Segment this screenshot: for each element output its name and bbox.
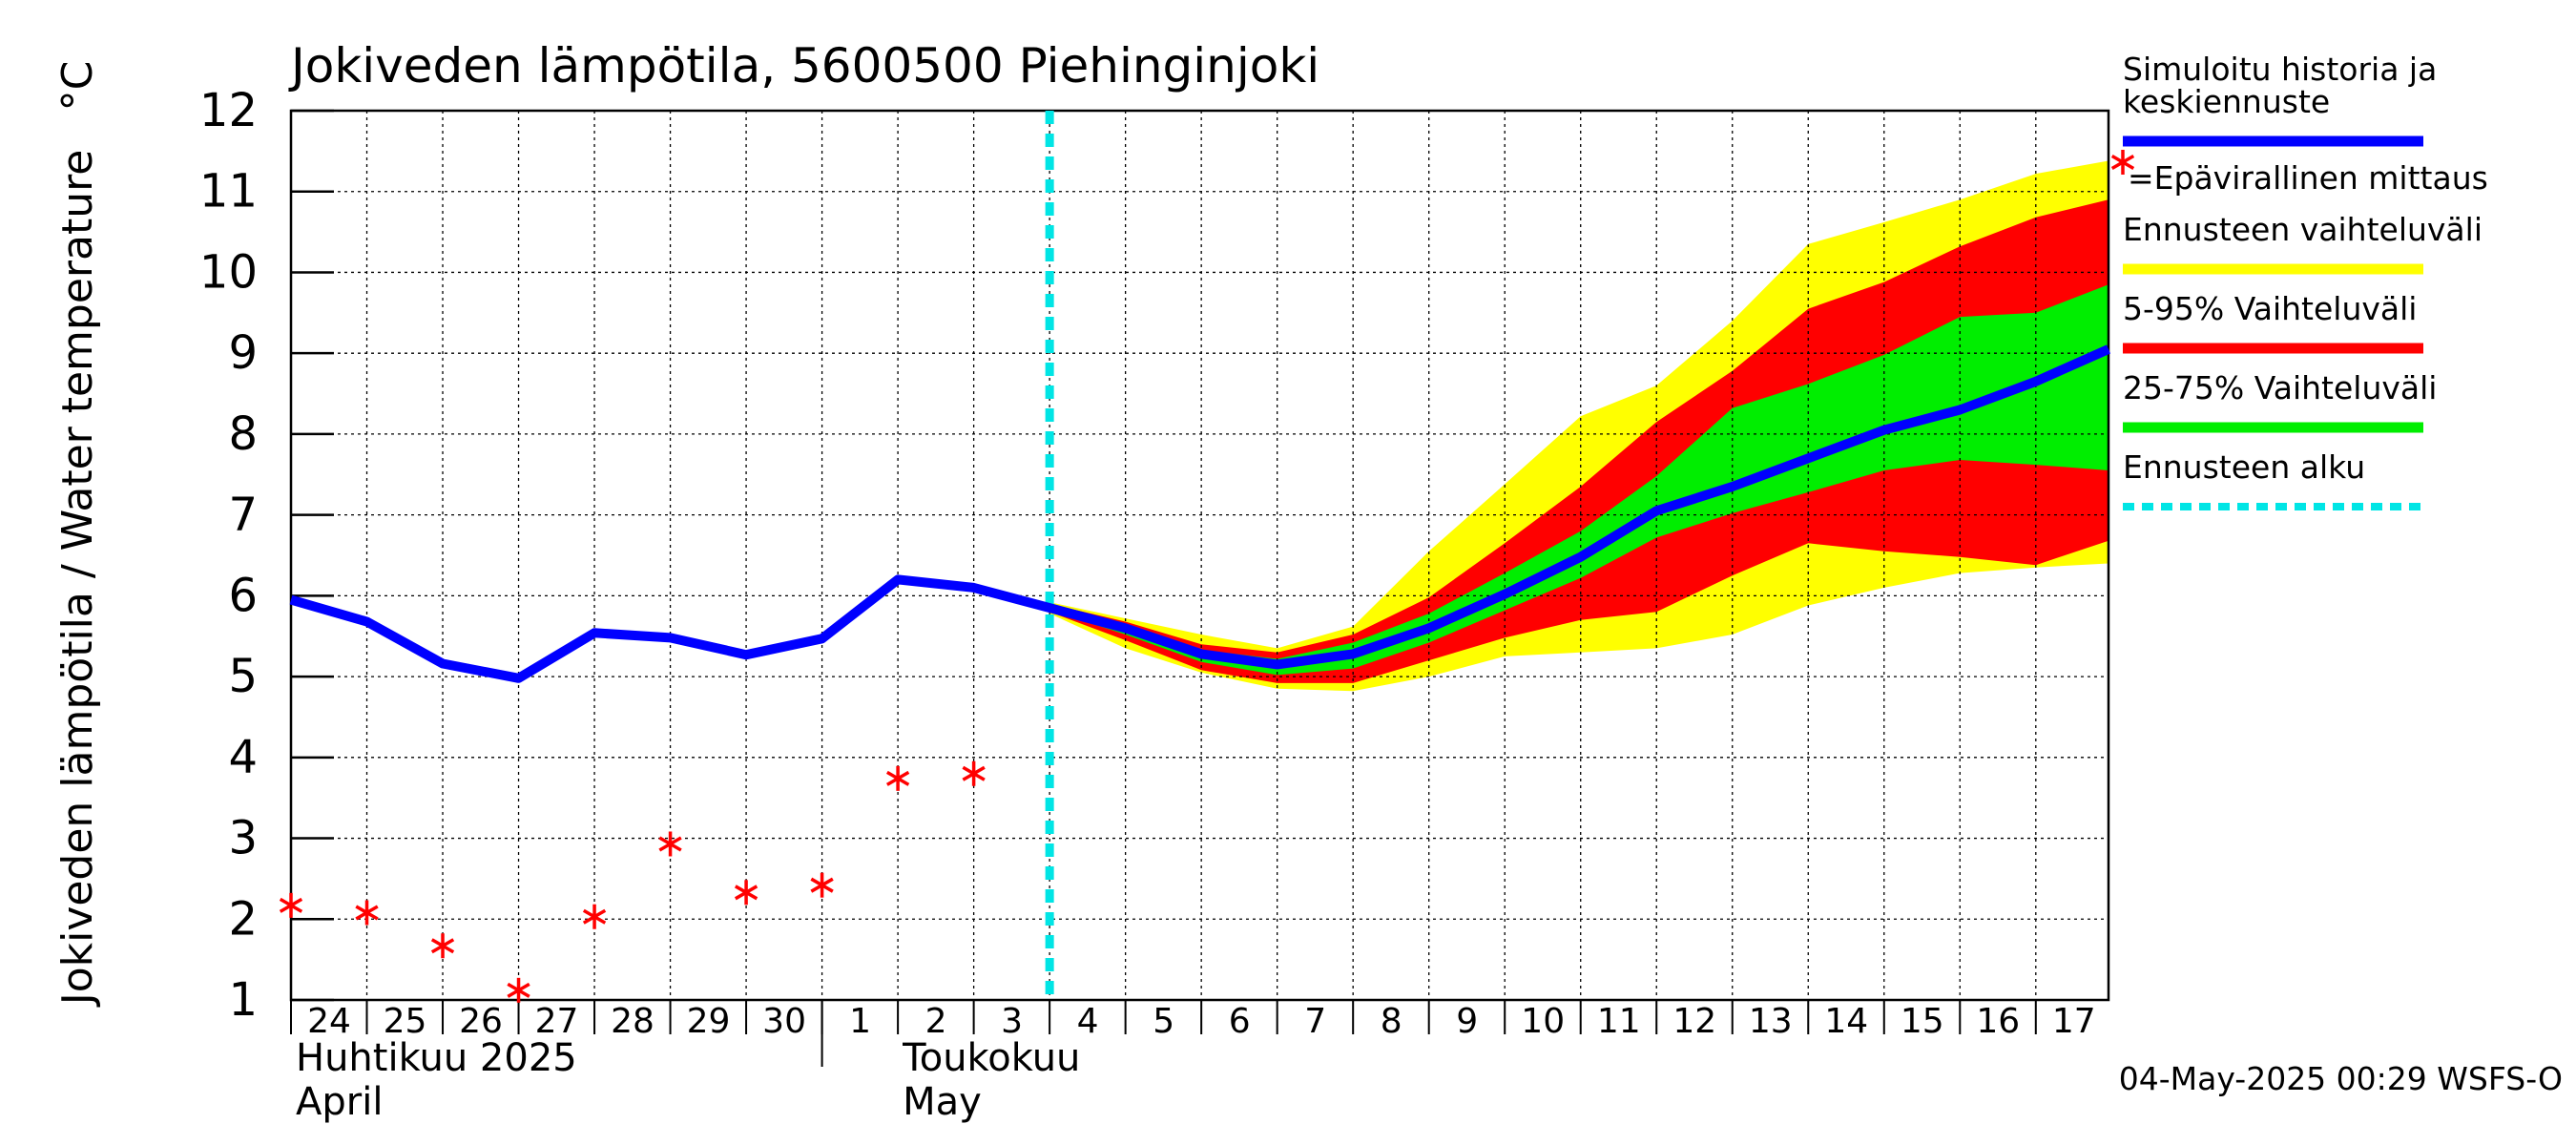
x-tick-label: 14	[1824, 1002, 1868, 1041]
marker-stroke	[582, 908, 607, 925]
x-tick-label: 10	[1521, 1002, 1565, 1041]
marker-stroke	[885, 770, 910, 786]
x-tick-label: 3	[1001, 1002, 1023, 1041]
month-label-fi: Huhtikuu 2025	[296, 1036, 577, 1080]
marker-stroke	[430, 938, 455, 954]
y-tick-label: 2	[228, 892, 258, 946]
marker-stroke	[355, 905, 379, 921]
month-label-fi: Toukokuu	[902, 1036, 1080, 1080]
y-tick-label: 1	[228, 973, 258, 1027]
measurement-point	[582, 904, 607, 929]
x-tick-label: 4	[1077, 1002, 1099, 1041]
measurement-point	[962, 760, 986, 786]
y-axis-label: Jokiveden lämpötila / Water temperature	[53, 150, 102, 1009]
measurement-markers	[279, 760, 986, 1003]
x-tick-label: 5	[1153, 1002, 1174, 1041]
measurement-point	[810, 872, 834, 898]
legend-label-2: Ennusteen vaihteluväli	[2123, 211, 2483, 248]
x-tick-label: 2	[925, 1002, 947, 1041]
x-tick-label: 30	[762, 1002, 806, 1041]
y-axis-unit: °C	[53, 61, 102, 112]
y-tick-label: 3	[228, 812, 258, 865]
legend-label-0: keskiennuste	[2123, 83, 2330, 120]
x-tick-label: 12	[1672, 1002, 1716, 1041]
x-tick-label: 27	[535, 1002, 579, 1041]
measurement-point	[734, 880, 758, 906]
marker-stroke	[658, 836, 682, 852]
measurement-point	[885, 765, 910, 791]
marker-stroke	[810, 877, 834, 893]
x-tick-label: 17	[2052, 1002, 2096, 1041]
x-tick-label: 16	[1976, 1002, 2020, 1041]
x-tick-label: 13	[1749, 1002, 1793, 1041]
chart-title: Jokiveden lämpötila, 5600500 Piehinginjo…	[288, 38, 1319, 94]
x-tick-label: 28	[611, 1002, 654, 1041]
y-tick-label: 10	[199, 245, 258, 299]
measurement-point	[507, 977, 530, 1003]
month-label-en: April	[296, 1080, 383, 1124]
band-2	[1049, 284, 2109, 676]
measurement-point	[430, 933, 455, 959]
x-tick-label: 25	[384, 1002, 427, 1041]
legend-label-4: 25-75% Vaihteluväli	[2123, 369, 2437, 406]
legend-marker-1	[2110, 150, 2135, 175]
x-tick-label: 15	[1901, 1002, 1944, 1041]
x-tick-label: 26	[459, 1002, 503, 1041]
marker-stroke	[507, 982, 530, 998]
y-tick-label: 11	[199, 165, 258, 219]
y-tick-label: 8	[228, 407, 258, 461]
measurement-point	[355, 900, 379, 926]
marker-stroke	[279, 897, 303, 913]
y-tick-label: 9	[228, 326, 258, 380]
plot-area-border	[289, 109, 2110, 1002]
x-tick-label: 1	[849, 1002, 871, 1041]
x-tick-label: 9	[1456, 1002, 1478, 1041]
y-tick-label: 6	[228, 569, 258, 622]
footer-timestamp: 04-May-2025 00:29 WSFS-O	[2119, 1060, 2563, 1097]
plot-frame	[289, 109, 2110, 1002]
y-tick-label: 12	[199, 84, 258, 137]
measurement-point	[658, 831, 682, 857]
marker-stroke	[962, 765, 986, 781]
x-axis-ticks: 24 25 26 27 28 29 30 1 2 3 4 5 6 7 8 9 10 11 12 13 14 15 16 17	[290, 1000, 2096, 1067]
band-0	[1049, 160, 2109, 692]
forecast-bands	[1049, 160, 2109, 692]
marker-stroke	[2110, 154, 2135, 171]
x-tick-label: 8	[1381, 1002, 1402, 1041]
month-label-en: May	[903, 1080, 982, 1124]
legend-label-5: Ennusteen alku	[2123, 448, 2365, 486]
x-tick-label: 29	[687, 1002, 731, 1041]
mean-series	[289, 344, 2111, 683]
y-tick-label: 4	[228, 731, 258, 784]
measurement-point	[279, 892, 303, 918]
y-tick-label: 5	[228, 650, 258, 703]
x-tick-label: 11	[1597, 1002, 1641, 1041]
mean-line	[289, 344, 2111, 683]
legend-label-1: =Epävirallinen mittaus	[2128, 159, 2488, 197]
legend-label-0: Simuloitu historia ja	[2123, 51, 2437, 88]
band-1	[1049, 199, 2109, 683]
legend-label-3: 5-95% Vaihteluväli	[2123, 290, 2417, 327]
x-tick-label: 7	[1304, 1002, 1326, 1041]
x-tick-label: 6	[1229, 1002, 1251, 1041]
marker-stroke	[734, 885, 758, 901]
y-tick-label: 7	[228, 489, 258, 542]
x-tick-label: 24	[307, 1002, 351, 1041]
